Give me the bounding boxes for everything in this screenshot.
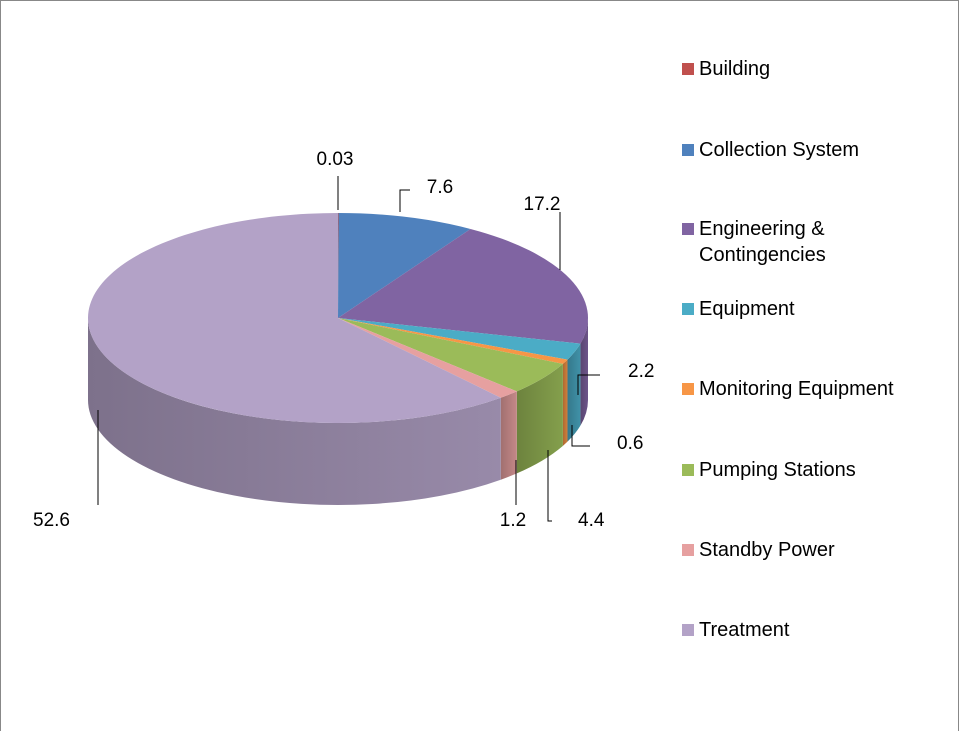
slice bbox=[338, 318, 568, 364]
legend-label: Engineering & Contingencies bbox=[699, 218, 826, 266]
legend-swatch bbox=[682, 544, 694, 556]
legend-swatch bbox=[682, 383, 694, 395]
slice-side bbox=[567, 343, 581, 442]
legend-label: Building bbox=[699, 58, 771, 80]
legend-label: Monitoring Equipment bbox=[699, 378, 894, 400]
legend-swatch bbox=[682, 624, 694, 636]
leader-line bbox=[577, 374, 600, 395]
legend-item: Building bbox=[682, 56, 949, 82]
data-label: 0.6 bbox=[617, 433, 643, 454]
slice bbox=[338, 213, 339, 318]
data-label: 2.2 bbox=[628, 361, 654, 382]
legend-swatch bbox=[682, 303, 694, 315]
leader-line bbox=[547, 450, 552, 522]
legend-item: Treatment bbox=[682, 617, 949, 643]
slice bbox=[338, 213, 471, 318]
legend-swatch bbox=[682, 63, 694, 75]
data-label: 4.4 bbox=[578, 510, 605, 531]
slice bbox=[338, 228, 588, 344]
slice-side bbox=[580, 318, 588, 426]
legend-label: Standby Power bbox=[699, 539, 835, 561]
legend-swatch bbox=[682, 464, 694, 476]
legend-label: Pumping Stations bbox=[699, 459, 856, 481]
legend-swatch bbox=[682, 144, 694, 156]
legend-item: Equipment bbox=[682, 296, 949, 322]
legend-item: Pumping Stations bbox=[682, 457, 949, 483]
legend-item: Standby Power bbox=[682, 537, 949, 563]
slice bbox=[338, 318, 517, 398]
slice bbox=[88, 213, 501, 423]
legend-label: Equipment bbox=[699, 298, 795, 320]
legend-item: Collection System bbox=[682, 137, 949, 163]
legend-item: Engineering & Contingencies bbox=[682, 216, 869, 268]
leader-line bbox=[571, 425, 590, 447]
data-label: 7.6 bbox=[427, 177, 453, 198]
data-label: 17.2 bbox=[524, 194, 561, 215]
leader-line bbox=[399, 189, 410, 212]
legend-item: Monitoring Equipment bbox=[682, 376, 949, 402]
legend-label: Treatment bbox=[699, 619, 790, 641]
slice-side bbox=[562, 359, 568, 446]
slice bbox=[338, 318, 563, 392]
slice-side bbox=[516, 363, 563, 474]
data-label: 0.03 bbox=[317, 149, 354, 170]
data-label: 1.2 bbox=[500, 510, 526, 531]
data-label: 52.6 bbox=[33, 510, 70, 531]
legend-label: Collection System bbox=[699, 139, 860, 161]
slice-side bbox=[500, 391, 517, 480]
slice-side bbox=[88, 318, 501, 505]
slice bbox=[338, 318, 581, 360]
legend-swatch bbox=[682, 223, 694, 235]
